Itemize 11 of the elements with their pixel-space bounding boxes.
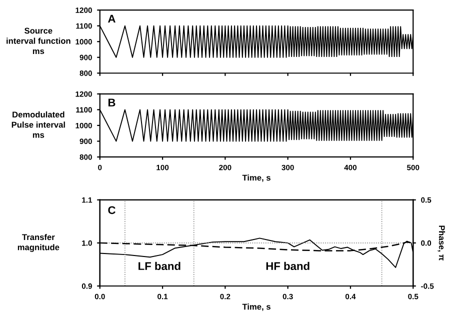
annotation: C [108, 206, 116, 214]
x-axis-title: Time, s [242, 304, 270, 311]
annotation: HF band [266, 262, 310, 270]
y-axis-title: Source interval function ms [6, 28, 70, 54]
x-axis-title: Time, s [242, 174, 270, 182]
annotation: LF band [138, 262, 180, 270]
annotation: B [108, 98, 116, 106]
y2-axis-title: Phase, π [438, 226, 446, 260]
y-axis-title: Transfer magnitude [18, 234, 60, 252]
y-axis-title: Demodulated Pulse interval ms [12, 111, 65, 138]
annotation: A [108, 14, 116, 23]
